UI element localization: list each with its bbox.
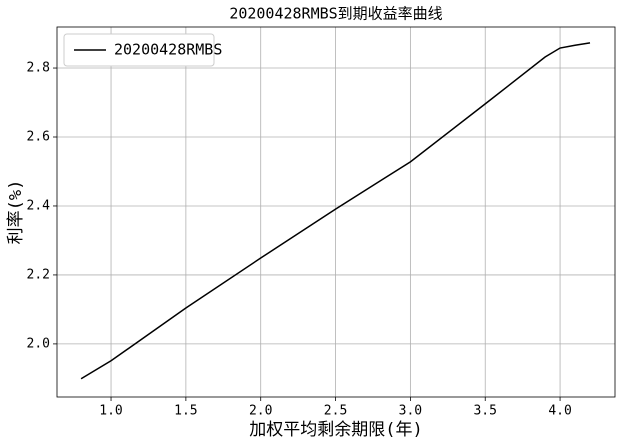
x-tick-label: 3.5 <box>473 404 496 419</box>
y-tick-label: 2.6 <box>27 130 50 145</box>
x-tick-label: 1.5 <box>174 404 197 419</box>
legend-label: 20200428RMBS <box>114 41 222 59</box>
x-tick-label: 3.0 <box>399 404 422 419</box>
y-tick-label: 2.0 <box>27 336 50 351</box>
y-tick-label: 2.2 <box>27 267 50 282</box>
y-axis-label: 利率(%) <box>6 180 26 245</box>
chart-title: 20200428RMBS到期收益率曲线 <box>229 5 442 23</box>
x-tick-label: 2.0 <box>249 404 272 419</box>
plot-frame <box>56 26 616 398</box>
x-tick-label: 1.0 <box>99 404 122 419</box>
legend-box <box>63 33 215 67</box>
y-tick-label: 2.4 <box>27 198 51 213</box>
line-series <box>80 42 591 380</box>
x-tick-label: 2.5 <box>324 404 347 419</box>
x-tick-label: 4.0 <box>548 404 571 419</box>
x-axis-label: 加权平均剩余期限(年) <box>249 420 422 440</box>
y-tick-label: 2.8 <box>27 61 50 76</box>
